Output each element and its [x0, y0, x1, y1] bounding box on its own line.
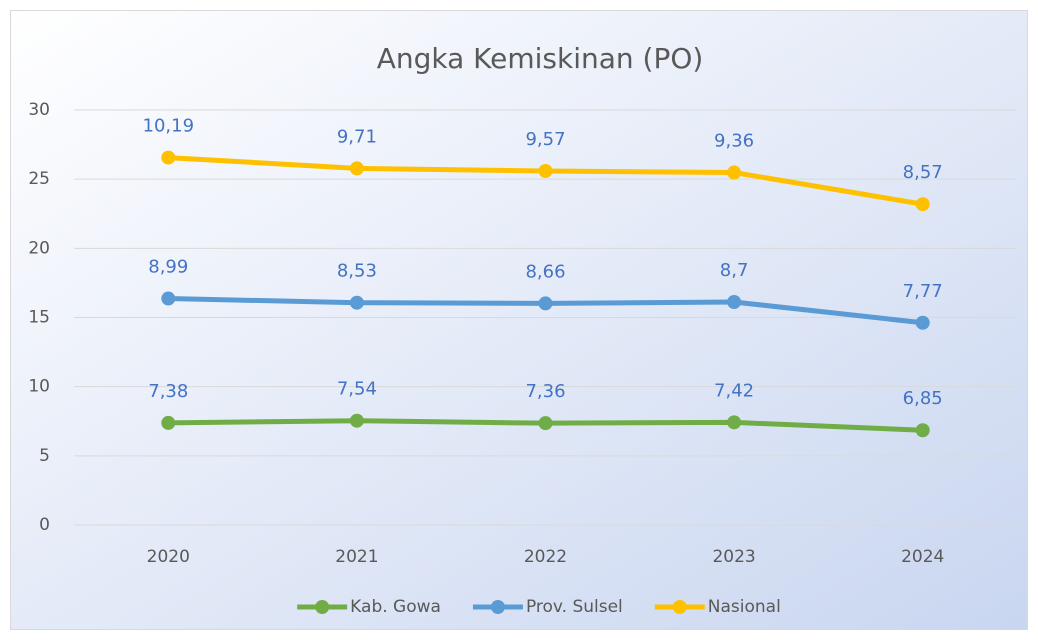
marker	[538, 296, 553, 311]
legend-label: Prov. Sulsel	[526, 597, 623, 617]
data-label: 7,77	[903, 281, 943, 302]
y-tick-label: 25	[28, 169, 50, 189]
y-tick-label: 30	[28, 100, 50, 120]
data-label: 8,57	[903, 162, 943, 183]
y-tick-label: 20	[28, 238, 50, 258]
y-tick-label: 15	[28, 308, 50, 328]
marker	[161, 150, 176, 165]
legend-item: Kab. Gowa	[297, 597, 441, 617]
marker	[915, 315, 930, 330]
legend-label: Nasional	[708, 597, 781, 617]
legend-marker	[672, 600, 687, 614]
y-tick-label: 10	[28, 377, 50, 397]
chart-title: Angka Kemiskinan (PO)	[377, 42, 704, 75]
data-label: 9,57	[525, 129, 565, 150]
data-label: 7,36	[525, 381, 565, 402]
data-label: 7,54	[337, 379, 377, 400]
data-label: 10,19	[143, 116, 195, 137]
data-label: 8,66	[525, 261, 565, 282]
marker	[915, 423, 930, 438]
x-tick-label: 2021	[335, 547, 378, 567]
legend-item: Prov. Sulsel	[472, 597, 623, 617]
x-tick-label: 2020	[147, 547, 190, 567]
marker	[538, 416, 553, 431]
marker	[538, 164, 553, 179]
x-tick-label: 2024	[901, 547, 944, 567]
legend-item: Nasional	[654, 597, 781, 617]
data-label: 9,36	[714, 131, 754, 152]
legend-marker	[315, 600, 330, 614]
y-tick-label: 0	[39, 515, 50, 535]
marker	[727, 415, 742, 430]
chart-background	[10, 10, 1028, 630]
y-tick-label: 5	[39, 446, 50, 466]
x-tick-label: 2023	[712, 547, 755, 567]
marker	[727, 295, 742, 310]
legend-marker	[490, 600, 505, 614]
data-label: 6,85	[903, 388, 943, 409]
marker	[161, 415, 176, 430]
data-label: 8,99	[148, 257, 188, 278]
x-tick-label: 2022	[524, 547, 567, 567]
data-label: 9,71	[337, 126, 377, 147]
data-label: 8,53	[337, 261, 377, 282]
marker	[915, 197, 930, 212]
marker	[161, 291, 176, 306]
data-label: 7,38	[148, 381, 188, 402]
marker	[349, 295, 364, 310]
marker	[349, 413, 364, 428]
legend-label: Kab. Gowa	[350, 597, 441, 617]
marker	[727, 165, 742, 180]
data-label: 7,42	[714, 380, 754, 401]
marker	[349, 161, 364, 176]
data-label: 8,7	[720, 260, 749, 281]
